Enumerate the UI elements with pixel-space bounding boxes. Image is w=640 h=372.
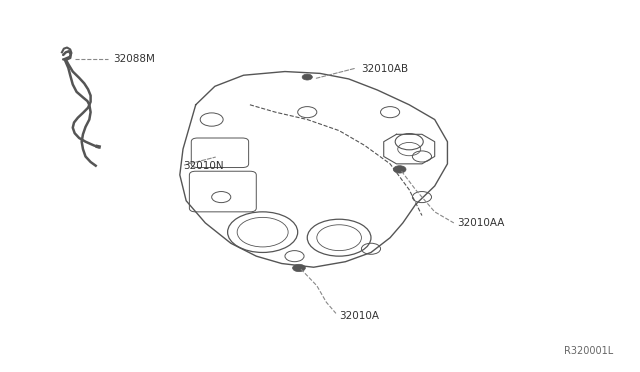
Circle shape bbox=[292, 264, 305, 272]
Text: R320001L: R320001L bbox=[564, 346, 613, 356]
Circle shape bbox=[302, 74, 312, 80]
Text: 32010AA: 32010AA bbox=[457, 218, 504, 228]
Text: 32010A: 32010A bbox=[339, 311, 379, 321]
Text: 32010AB: 32010AB bbox=[362, 64, 408, 74]
Text: 32010N: 32010N bbox=[183, 161, 223, 171]
Text: 32088M: 32088M bbox=[113, 54, 155, 64]
Circle shape bbox=[394, 166, 406, 173]
